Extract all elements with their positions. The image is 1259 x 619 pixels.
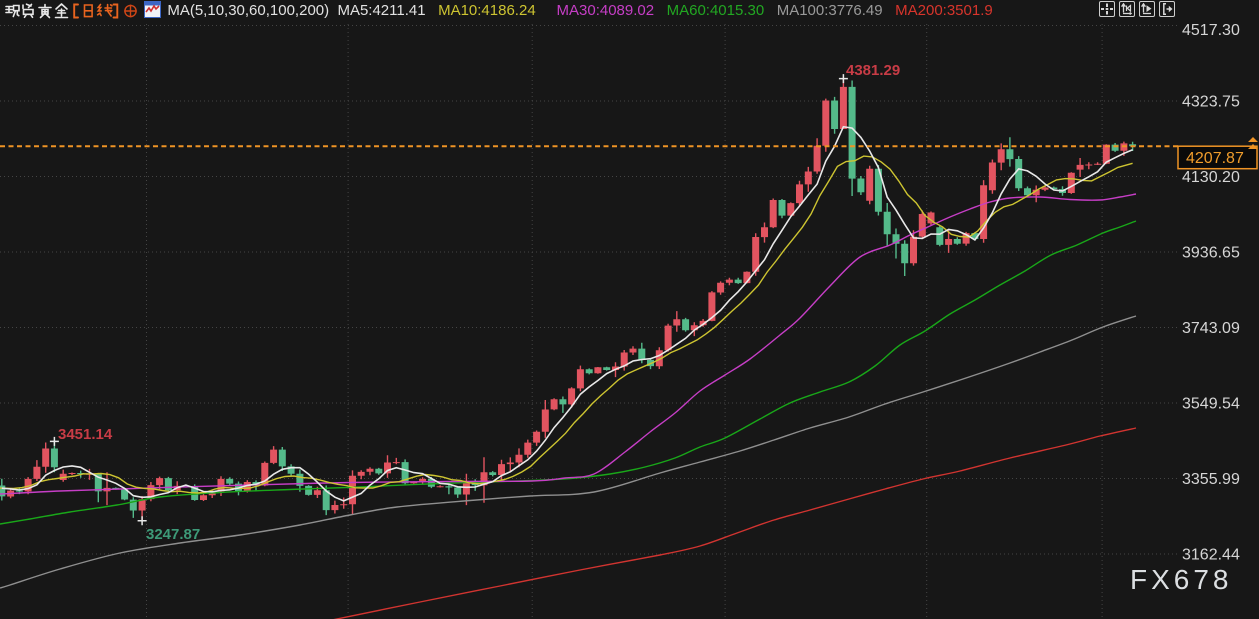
svg-text:4517.30: 4517.30	[1182, 22, 1240, 39]
svg-text:3936.65: 3936.65	[1182, 245, 1240, 262]
svg-text:3162.44: 3162.44	[1182, 547, 1240, 564]
svg-text:4130.20: 4130.20	[1182, 169, 1240, 186]
svg-text:3355.99: 3355.99	[1182, 471, 1240, 488]
svg-text:3247.87: 3247.87	[146, 526, 200, 543]
svg-text:4207.87: 4207.87	[1186, 150, 1244, 167]
svg-text:3743.09: 3743.09	[1182, 320, 1240, 337]
svg-text:3451.14: 3451.14	[58, 426, 113, 443]
svg-text:4323.75: 4323.75	[1182, 94, 1240, 111]
svg-text:3549.54: 3549.54	[1182, 396, 1240, 413]
svg-text:FX678: FX678	[1130, 564, 1233, 595]
svg-text:4381.29: 4381.29	[846, 62, 900, 79]
